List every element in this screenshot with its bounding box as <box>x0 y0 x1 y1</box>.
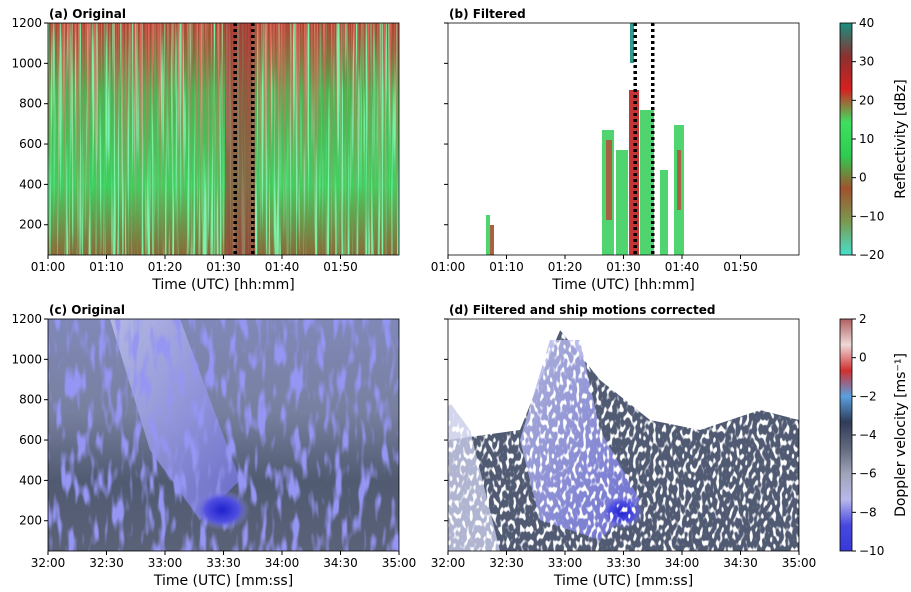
x-tick-label: 01:40 <box>265 260 300 274</box>
y-tick-label: 600 <box>19 137 42 151</box>
x-tick-label: 01:10 <box>489 260 524 274</box>
colorbar-tick-label: 30 <box>859 55 874 69</box>
colorbar-tick-label: 40 <box>859 16 874 30</box>
colorbar-tick-label: 20 <box>859 93 874 107</box>
x-tick-label: 01:00 <box>31 260 66 274</box>
colorbar-tick-label: −10 <box>859 209 884 223</box>
panel-title: (c) Original <box>49 303 125 317</box>
y-tick-label: 600 <box>19 433 42 447</box>
colorbar-tick-label: 0 <box>859 351 867 365</box>
colorbar-tick-label: −20 <box>859 248 884 262</box>
heatmap-texture <box>48 23 799 551</box>
y-tick-label: 800 <box>19 97 42 111</box>
x-tick-label: 34:30 <box>723 556 758 570</box>
x-tick-label: 33:00 <box>548 556 583 570</box>
x-tick-label: 32:30 <box>89 556 124 570</box>
y-tick-label: 200 <box>19 514 42 528</box>
colorbar-tick-label: −4 <box>859 428 877 442</box>
x-tick-label: 33:30 <box>206 556 241 570</box>
x-tick-label: 01:20 <box>548 260 583 274</box>
x-axis-label: Time (UTC) [mm:ss] <box>153 573 293 589</box>
colorbar <box>839 22 853 256</box>
x-tick-label: 32:00 <box>431 556 466 570</box>
y-tick-label: 1200 <box>11 312 42 326</box>
colorbar-tick-label: −10 <box>859 544 884 558</box>
colorbar-label: Reflectivity [dBz] <box>893 79 909 198</box>
x-tick-label: 01:10 <box>89 260 124 274</box>
colorbar-tick-label: −2 <box>859 389 877 403</box>
x-tick-label: 32:00 <box>31 556 66 570</box>
x-axis-label: Time (UTC) [hh:mm] <box>551 277 695 293</box>
x-tick-label: 01:30 <box>206 260 241 274</box>
x-tick-label: 34:30 <box>323 556 358 570</box>
x-tick-label: 35:00 <box>382 556 417 570</box>
x-axis-label: Time (UTC) [mm:ss] <box>553 573 693 589</box>
panel-title: (b) Filtered <box>449 7 526 21</box>
y-tick-label: 800 <box>19 393 42 407</box>
x-tick-label: 35:00 <box>782 556 817 570</box>
colorbar-label: Doppler velocity [ms⁻¹] <box>893 353 909 517</box>
x-tick-label: 01:00 <box>431 260 466 274</box>
colorbar-tick-label: −8 <box>859 505 877 519</box>
y-tick-label: 1200 <box>11 16 42 30</box>
colorbar-tick-label: 0 <box>859 171 867 185</box>
y-tick-label: 200 <box>19 218 42 232</box>
y-tick-label: 400 <box>19 473 42 487</box>
x-tick-label: 33:30 <box>606 556 641 570</box>
colorbar <box>839 318 853 552</box>
y-tick-label: 400 <box>19 177 42 191</box>
x-tick-label: 34:00 <box>265 556 300 570</box>
x-tick-label: 33:00 <box>148 556 183 570</box>
x-tick-label: 01:50 <box>323 260 358 274</box>
x-tick-label: 32:30 <box>489 556 524 570</box>
x-tick-label: 34:00 <box>665 556 700 570</box>
panel-title: (a) Original <box>49 7 126 21</box>
x-tick-label: 01:30 <box>606 260 641 274</box>
y-tick-label: 1000 <box>11 352 42 366</box>
y-tick-label: 1000 <box>11 56 42 70</box>
x-tick-label: 01:50 <box>723 260 758 274</box>
colorbar-tick-label: 2 <box>859 312 867 326</box>
colorbar-tick-label: −6 <box>859 467 877 481</box>
colorbar-tick-label: 10 <box>859 132 874 146</box>
x-tick-label: 01:40 <box>665 260 700 274</box>
x-tick-label: 01:20 <box>148 260 183 274</box>
panel-title: (d) Filtered and ship motions corrected <box>449 303 715 317</box>
x-axis-label: Time (UTC) [hh:mm] <box>151 277 295 293</box>
